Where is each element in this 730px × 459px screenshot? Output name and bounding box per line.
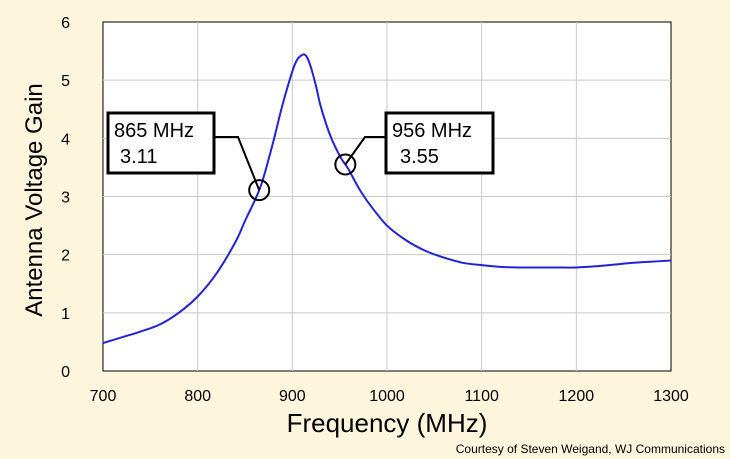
callout-leader [344, 136, 386, 166]
callout-frequency: 865 MHz [114, 120, 194, 142]
callout: 865 MHz 3.11 [106, 111, 271, 202]
x-tick-label: 900 [279, 388, 306, 405]
callout-leader [214, 136, 261, 191]
y-tick-label: 3 [61, 190, 70, 207]
callout-box [384, 111, 495, 175]
y-tick-label: 6 [61, 15, 70, 32]
x-tick-label: 1300 [653, 388, 689, 405]
marker-circle [334, 153, 357, 176]
series-line [102, 53, 672, 345]
y-axis-title: Antenna Voltage Gain [21, 83, 48, 317]
callout-frequency: 956 MHz [392, 120, 472, 142]
callout-box [106, 111, 216, 175]
y-tick-label: 1 [61, 306, 70, 323]
marker-circle [248, 179, 271, 202]
x-tick-label: 1000 [369, 388, 405, 405]
x-tick-label: 700 [90, 388, 117, 405]
callout: 956 MHz 3.55 [334, 111, 495, 176]
x-tick-label: 800 [184, 388, 211, 405]
y-tick-label: 4 [61, 131, 70, 148]
x-axis-title: Frequency (MHz) [287, 408, 488, 438]
callout-gain: 3.55 [400, 146, 439, 168]
callout-gain: 3.11 [120, 146, 157, 168]
credit-text: Courtesy of Steven Weigand, WJ Communica… [456, 442, 725, 456]
y-tick-label: 2 [61, 248, 70, 265]
x-tick-label: 1100 [464, 388, 499, 405]
x-tick-label: 1200 [559, 388, 595, 405]
y-tick-label: 5 [61, 73, 70, 90]
y-tick-label: 0 [61, 364, 70, 381]
